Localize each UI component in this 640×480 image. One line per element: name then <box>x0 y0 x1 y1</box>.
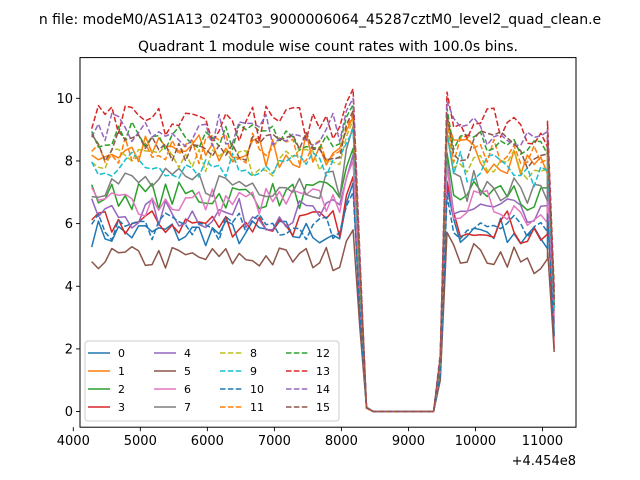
y-tick-label: 10 <box>56 92 73 107</box>
series-line-10 <box>91 191 555 413</box>
legend-label-3: 3 <box>118 401 125 414</box>
y-tick-label: 4 <box>65 280 73 295</box>
legend-label-5: 5 <box>184 365 191 378</box>
legend-label-0: 0 <box>118 347 125 360</box>
x-tick-label: 9000 <box>392 434 425 449</box>
x-tick-label: 11000 <box>522 434 563 449</box>
x-tick-label: 6000 <box>191 434 224 449</box>
legend-label-8: 8 <box>250 347 257 360</box>
series-line-15 <box>91 110 555 413</box>
y-tick-label: 2 <box>65 342 73 357</box>
legend-label-14: 14 <box>316 383 330 396</box>
series-line-12 <box>91 103 555 413</box>
series-line-5 <box>91 229 555 413</box>
series-line-4 <box>90 153 555 413</box>
legend-label-13: 13 <box>316 365 330 378</box>
series-line-0 <box>90 182 555 413</box>
y-tick-label: 8 <box>65 154 73 169</box>
legend-label-6: 6 <box>184 383 191 396</box>
y-tick-label: 0 <box>65 405 73 420</box>
legend-label-4: 4 <box>184 347 191 360</box>
chart-title: Quadrant 1 module wise count rates with … <box>138 39 518 55</box>
x-tick-label: 4000 <box>57 434 90 449</box>
legend-box <box>84 340 340 422</box>
series-line-9 <box>91 128 555 413</box>
plot-area <box>90 88 555 413</box>
legend-label-2: 2 <box>118 383 125 396</box>
legend-label-11: 11 <box>250 401 264 414</box>
legend-label-10: 10 <box>250 383 264 396</box>
legend-label-7: 7 <box>184 401 191 414</box>
y-axis: 0 2 4 6 8 10 <box>56 92 80 420</box>
legend-label-1: 1 <box>118 365 125 378</box>
x-axis: 4000 5000 6000 7000 8000 9000 10000 11000 <box>57 427 563 449</box>
series-line-14 <box>91 97 555 413</box>
x-tick-label: 8000 <box>325 434 358 449</box>
series-line-13 <box>90 88 555 413</box>
x-tick-label: 7000 <box>258 434 291 449</box>
legend-label-9: 9 <box>250 365 257 378</box>
series-line-11 <box>91 113 555 413</box>
y-tick-label: 6 <box>65 217 73 232</box>
x-tick-label: 5000 <box>124 434 157 449</box>
legend-label-15: 15 <box>316 401 330 414</box>
x-axis-offset-label: +4.454e8 <box>512 454 576 469</box>
series-line-7 <box>91 125 555 413</box>
legend-label-12: 12 <box>316 347 330 360</box>
x-tick-label: 10000 <box>455 434 496 449</box>
figure-suptitle: n file: modeM0/AS1A13_024T03_9000006064_… <box>39 12 601 28</box>
axes-frame <box>79 57 577 428</box>
